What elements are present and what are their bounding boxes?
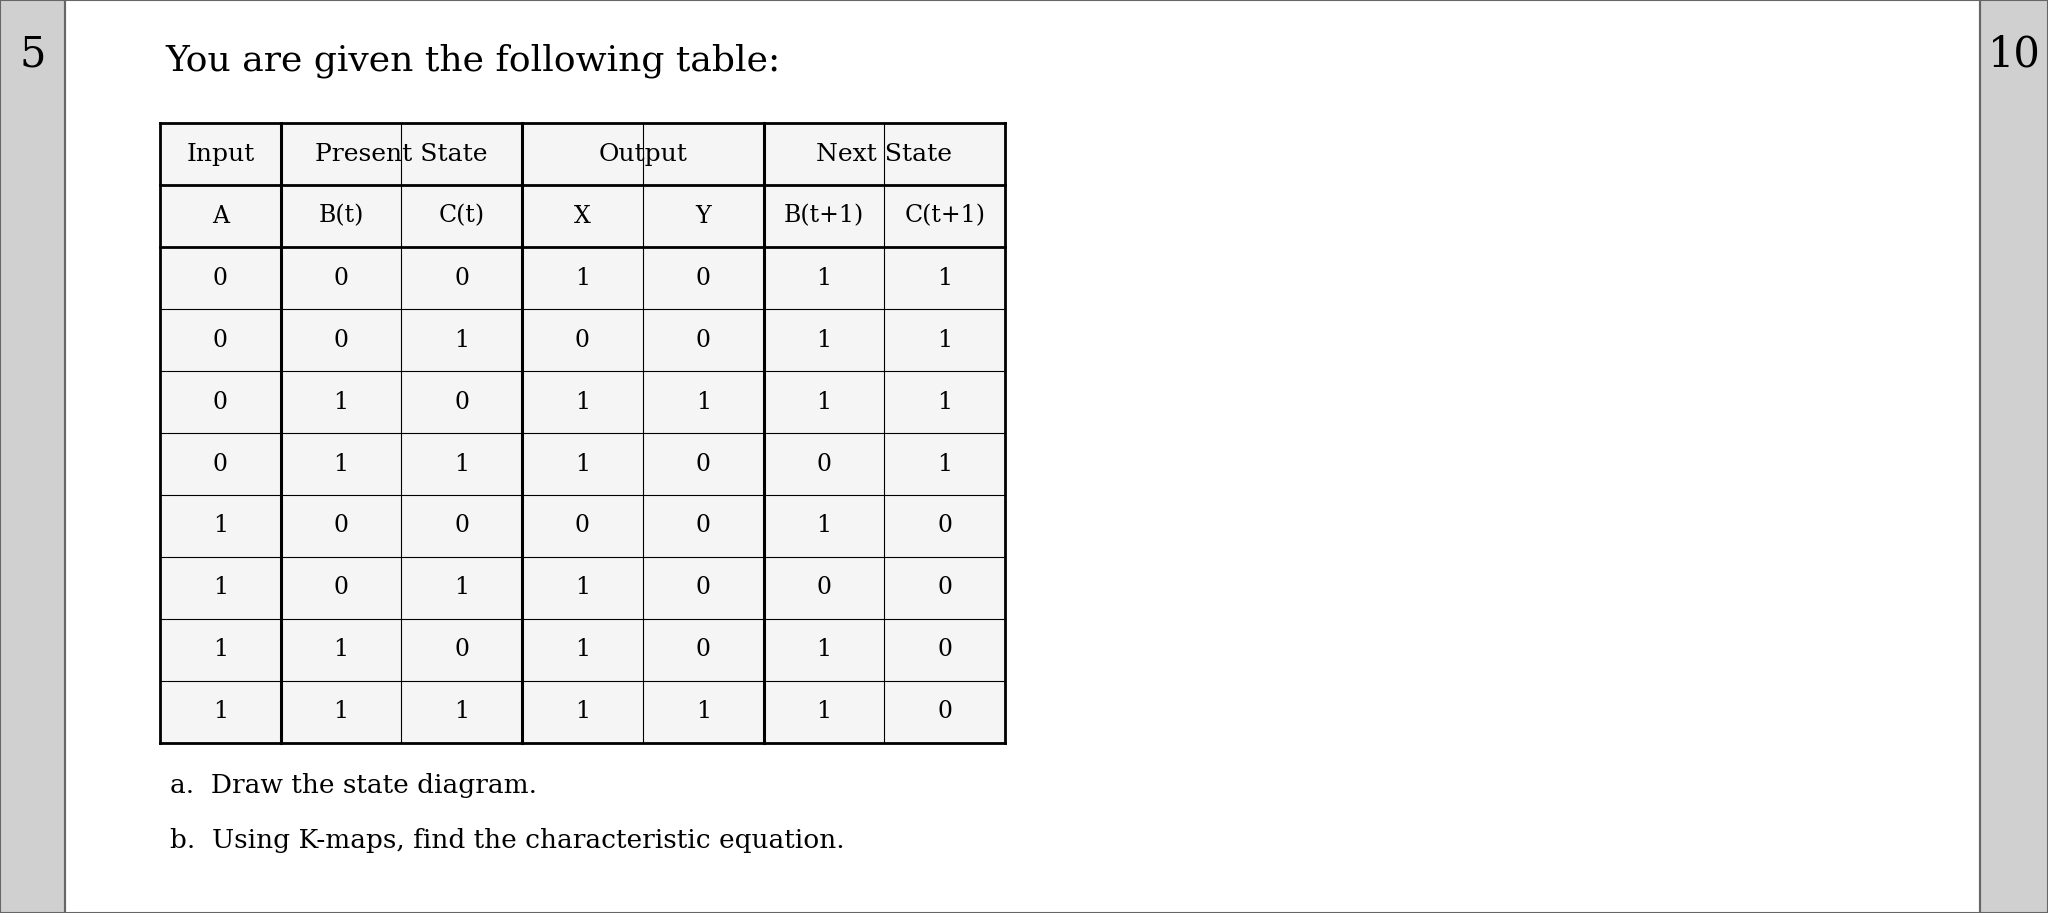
Text: 0: 0	[334, 267, 348, 289]
Text: a.  Draw the state diagram.: a. Draw the state diagram.	[170, 773, 537, 798]
Text: 0: 0	[696, 329, 711, 352]
Text: 1: 1	[938, 267, 952, 289]
Text: 1: 1	[575, 700, 590, 723]
Text: 0: 0	[575, 329, 590, 352]
Text: 1: 1	[817, 391, 831, 414]
Text: 0: 0	[696, 515, 711, 538]
Text: A: A	[211, 205, 229, 227]
Text: 0: 0	[696, 267, 711, 289]
Text: 1: 1	[334, 453, 348, 476]
Text: X: X	[573, 205, 592, 227]
Text: 0: 0	[334, 576, 348, 600]
Text: b.  Using K-maps, find the characteristic equation.: b. Using K-maps, find the characteristic…	[170, 828, 844, 853]
Text: 0: 0	[213, 453, 227, 476]
Text: 1: 1	[213, 700, 227, 723]
Text: 5: 5	[18, 33, 45, 75]
Text: 1: 1	[575, 576, 590, 600]
Text: 1: 1	[213, 576, 227, 600]
Text: 0: 0	[938, 576, 952, 600]
Text: 1: 1	[213, 515, 227, 538]
Text: 0: 0	[938, 515, 952, 538]
Text: C(t): C(t)	[438, 205, 485, 227]
Text: 1: 1	[455, 453, 469, 476]
Text: 0: 0	[334, 329, 348, 352]
Text: 0: 0	[455, 638, 469, 662]
Text: 1: 1	[696, 391, 711, 414]
Text: 0: 0	[696, 453, 711, 476]
Text: You are given the following table:: You are given the following table:	[166, 43, 780, 78]
Text: 1: 1	[575, 267, 590, 289]
Text: 1: 1	[575, 638, 590, 662]
Text: Input: Input	[186, 142, 254, 165]
Text: 1: 1	[575, 391, 590, 414]
Text: 0: 0	[817, 453, 831, 476]
Text: 1: 1	[696, 700, 711, 723]
Text: 0: 0	[213, 329, 227, 352]
Bar	[160, 123, 1006, 743]
Text: 1: 1	[213, 638, 227, 662]
Text: 1: 1	[938, 453, 952, 476]
Text: 0: 0	[696, 576, 711, 600]
Text: B(t): B(t)	[317, 205, 365, 227]
Text: 1: 1	[938, 329, 952, 352]
Text: 0: 0	[334, 515, 348, 538]
Text: 1: 1	[455, 329, 469, 352]
Text: 1: 1	[817, 700, 831, 723]
Text: 1: 1	[817, 329, 831, 352]
Text: Next State: Next State	[817, 142, 952, 165]
Text: 0: 0	[938, 700, 952, 723]
Text: Output: Output	[598, 142, 688, 165]
Text: 10: 10	[1987, 33, 2040, 75]
Text: Y: Y	[696, 205, 711, 227]
Text: 1: 1	[938, 391, 952, 414]
Text: 0: 0	[575, 515, 590, 538]
Text: 1: 1	[334, 391, 348, 414]
Text: 0: 0	[817, 576, 831, 600]
Text: 0: 0	[455, 391, 469, 414]
Text: 1: 1	[334, 700, 348, 723]
Text: 0: 0	[696, 638, 711, 662]
Text: 0: 0	[213, 391, 227, 414]
Text: Present State: Present State	[315, 142, 487, 165]
Text: B(t+1): B(t+1)	[784, 205, 864, 227]
Text: 1: 1	[575, 453, 590, 476]
Text: 1: 1	[817, 515, 831, 538]
Text: 0: 0	[213, 267, 227, 289]
Text: 0: 0	[455, 267, 469, 289]
Text: 1: 1	[817, 638, 831, 662]
Text: 0: 0	[938, 638, 952, 662]
Text: 0: 0	[455, 515, 469, 538]
Text: 1: 1	[817, 267, 831, 289]
Text: 1: 1	[455, 700, 469, 723]
Text: C(t+1): C(t+1)	[903, 205, 985, 227]
Text: 1: 1	[455, 576, 469, 600]
Text: 1: 1	[334, 638, 348, 662]
